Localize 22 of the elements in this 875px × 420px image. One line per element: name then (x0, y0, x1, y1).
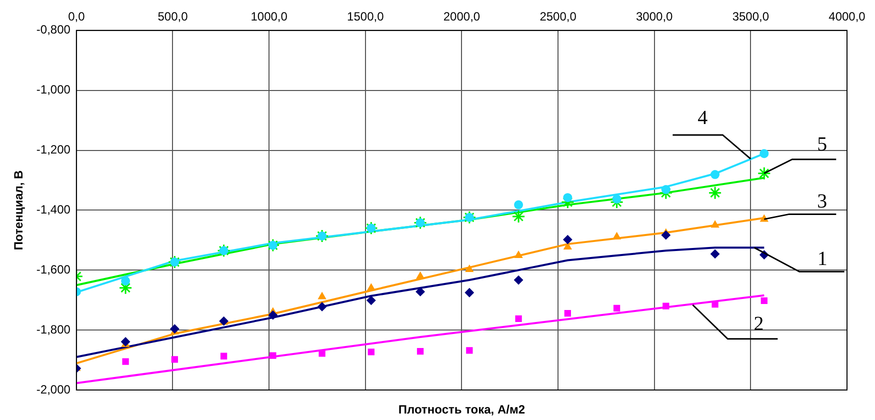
x-tick-label: 1500,0 (347, 10, 384, 24)
x-tick-label: 1000,0 (250, 10, 288, 24)
x-tick-label: 3000,0 (636, 10, 674, 24)
x-tick-label: 3500,0 (732, 10, 770, 24)
y-tick-label: -0,800 (36, 22, 71, 37)
annotation: 1 (817, 248, 828, 270)
x-tick-label: 500,0 (158, 10, 188, 24)
x-tick-label: 0,0 (68, 10, 86, 24)
annotation: 4 (698, 107, 708, 130)
y-tick-label: -1,400 (36, 202, 71, 217)
x-tick-label: 2500,0 (540, 10, 577, 24)
x-tick-label: 4000,0 (828, 10, 866, 24)
y-tick-label: -1,600 (36, 262, 71, 276)
x-tick-label: 2000,0 (443, 10, 480, 24)
y-axis-title: Потенциал, В (12, 170, 26, 250)
y-tick-label: -1,800 (36, 322, 71, 336)
annotation: 3 (817, 190, 828, 212)
y-tick-label: -2,000 (36, 382, 71, 396)
y-tick-label: -1,200 (36, 142, 71, 157)
annotation: 5 (817, 134, 828, 156)
x-axis-title: Плотность тока, А/м2 (398, 402, 526, 416)
y-tick-label: -1,000 (36, 82, 71, 97)
